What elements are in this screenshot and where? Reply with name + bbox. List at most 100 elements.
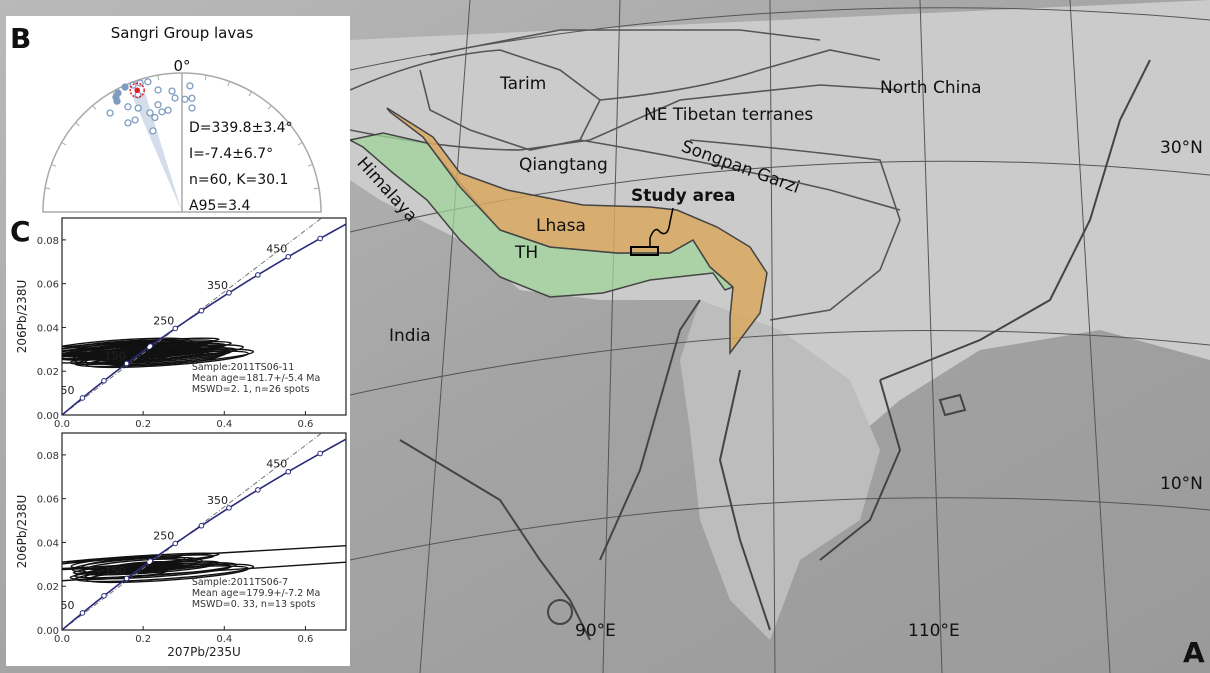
mean-age-point xyxy=(147,560,152,564)
coastlines xyxy=(399,59,1151,641)
concordia-age-marker xyxy=(317,235,323,242)
y-tick-label: 0.06 xyxy=(37,280,59,291)
concordia-age-marker xyxy=(255,272,261,278)
indochina xyxy=(680,300,880,640)
x-tick-label: 0.2 xyxy=(135,634,151,645)
site-mean-point xyxy=(181,95,189,103)
concordia-age-marker xyxy=(255,487,261,493)
concordia-chart-top: 0.00 0.02 0.04 0.06 0.08 0.0 0.2 0.4 0.6 50 150 250… xyxy=(15,217,347,430)
label-90e: 90°E xyxy=(575,621,616,641)
wide-ellipse-edge xyxy=(62,545,346,563)
concordia-age-label: 350 xyxy=(207,279,228,292)
mean-age-point xyxy=(147,345,152,349)
tick-mark xyxy=(157,75,160,81)
label-30n: 30°N xyxy=(1160,138,1203,158)
x-tick-label: 0.6 xyxy=(297,419,313,430)
site-mean-point xyxy=(188,94,196,102)
concordia-age-marker xyxy=(101,377,107,384)
concordia-age-label: 450 xyxy=(266,458,287,471)
label-north-china: North China xyxy=(880,78,982,98)
stereonet-outline xyxy=(42,72,322,213)
label-india: India xyxy=(389,326,431,346)
ellipse-overlap-fill xyxy=(103,561,184,575)
stereonet-title: Sangri Group lavas xyxy=(111,24,254,42)
label-ne-tibetan-terranes: NE Tibetan terranes xyxy=(644,105,814,125)
tick-mark xyxy=(61,142,67,146)
site-mean-point xyxy=(168,87,176,95)
concordia-age-marker xyxy=(172,325,179,332)
y-axis-label: 206Pb/238U xyxy=(15,280,29,354)
site-mean-point xyxy=(106,109,114,117)
label-lhasa: Lhasa xyxy=(536,216,586,236)
concordia-age-marker xyxy=(198,522,205,529)
stereonet-plot: Sangri Group lavas 0° D=339.8±3.4° I=-7.4±6… xyxy=(42,24,322,214)
site-mean-point xyxy=(131,116,139,124)
y-tick-label: 0.00 xyxy=(37,411,59,422)
y-tick-label: 0.04 xyxy=(37,538,59,549)
study-area-leader-line xyxy=(649,207,674,247)
panel-label-c: C xyxy=(10,215,31,248)
x-tick-label: 0.0 xyxy=(54,634,70,645)
x-tick-label: 0.0 xyxy=(54,419,70,430)
concordia-age-label: 250 xyxy=(153,529,174,542)
y-tick-label: 0.06 xyxy=(37,495,59,506)
concordia-age-label: 150 xyxy=(105,349,126,362)
label-qiangtang: Qiangtang xyxy=(519,155,608,175)
tick-mark xyxy=(284,122,289,127)
tick-mark xyxy=(227,81,231,87)
panel-label-b: B xyxy=(10,22,32,55)
y-tick-label: 0.00 xyxy=(37,626,59,637)
label-th: TH xyxy=(515,243,539,263)
concordia-age-marker xyxy=(226,505,232,511)
mean-direction-point xyxy=(134,87,141,94)
concordia-age-marker xyxy=(285,468,292,475)
y-tick-label: 0.02 xyxy=(37,582,59,593)
plot-content xyxy=(62,218,346,415)
concordia-age-marker xyxy=(285,253,292,260)
lhasa-terrane-region xyxy=(386,107,768,356)
x-tick-label: 0.6 xyxy=(297,634,313,645)
x-tick-label: 0.4 xyxy=(216,634,232,645)
y-tick-label: 0.08 xyxy=(37,236,59,247)
y-tick-label: 0.02 xyxy=(37,367,59,378)
y-tick-label: 0.08 xyxy=(37,451,59,462)
sample-annotation: Mean age=179.9+/-7.2 Ma xyxy=(192,588,320,599)
site-mean-point xyxy=(146,109,154,117)
site-mean-point xyxy=(164,106,172,114)
wide-ellipse-edge xyxy=(62,561,346,582)
concordia-age-marker xyxy=(198,307,205,314)
concordia-age-marker xyxy=(101,592,107,599)
concordia-age-label: 350 xyxy=(207,494,228,507)
tick-mark xyxy=(248,91,252,97)
site-mean-point xyxy=(112,93,120,101)
concordia-chart-bottom: 0.00 0.02 0.04 0.06 0.08 0.0 0.2 0.4 0.6 50 150 250… xyxy=(15,432,347,659)
site-mean-point xyxy=(171,94,179,102)
concordia-age-label: 450 xyxy=(266,243,287,256)
site-mean-point xyxy=(186,82,194,90)
graticule xyxy=(349,0,1210,673)
concordia-age-marker xyxy=(123,360,130,367)
stat-text: A95=3.4 xyxy=(189,198,250,214)
concordia-age-marker xyxy=(123,575,130,582)
concordia-age-label: 150 xyxy=(105,564,126,577)
label-study-area: Study area xyxy=(631,186,736,206)
a95-circle xyxy=(129,82,145,98)
label-tarim: Tarim xyxy=(500,74,547,94)
tick-mark xyxy=(267,105,272,110)
site-mean-point xyxy=(124,103,132,111)
sample-annotation: Sample:2011TS06-7 xyxy=(192,577,288,588)
site-mean-point xyxy=(151,113,159,122)
plot-content xyxy=(62,433,346,630)
north-label: 0° xyxy=(173,57,190,75)
sample-annotation: MSWD=2. 1, n=26 spots xyxy=(192,384,310,395)
sample-annotation: Mean age=181.7+/-5.4 Ma xyxy=(192,373,320,384)
x-tick-label: 0.4 xyxy=(216,419,232,430)
tick-mark xyxy=(75,122,80,127)
concordia-age-label: 50 xyxy=(60,384,74,397)
label-10n: 10°N xyxy=(1160,474,1203,494)
y-axis-label: 206Pb/238U xyxy=(15,495,29,569)
panel-label-a: A xyxy=(1183,636,1205,669)
tick-mark xyxy=(92,105,97,110)
site-mean-point xyxy=(154,101,162,109)
sample-annotation: Sample:2011TS06-11 xyxy=(192,362,294,373)
